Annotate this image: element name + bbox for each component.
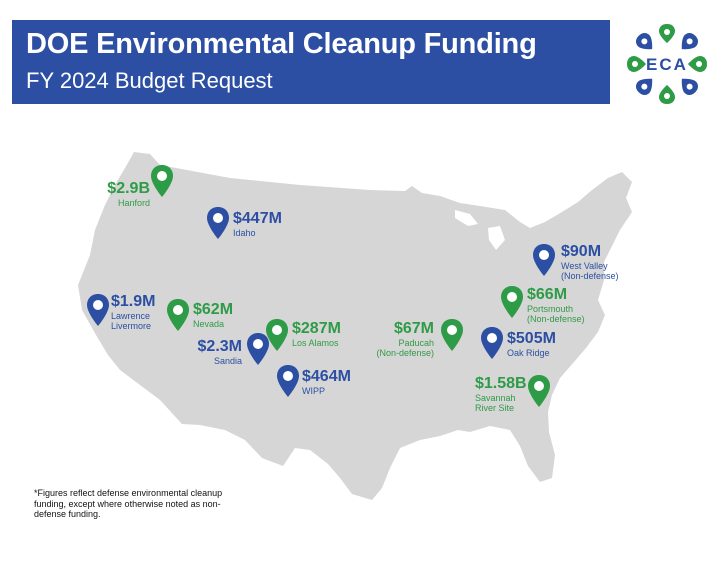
site-label-idaho: $447M Idaho [233, 210, 282, 238]
oak-ridge-pin-icon [481, 327, 503, 359]
west-valley-amount: $90M [561, 243, 602, 260]
wipp-name: WIPP [302, 386, 326, 396]
site-label-sandia: $2.3M Sandia [190, 338, 242, 366]
wipp-amount: $464M [302, 368, 351, 385]
oak-ridge-name: Oak Ridge [507, 348, 550, 358]
west-valley-name-line2: (Non-defense) [561, 271, 619, 281]
paducah-name-line1: Paducah [398, 338, 434, 348]
los-alamos-name: Los Alamos [292, 338, 339, 348]
savannah-river-name-line1: Savannah [475, 393, 516, 403]
los-alamos-pin-icon [266, 319, 288, 351]
portsmouth-amount: $66M [527, 286, 568, 303]
nevada-amount: $62M [193, 301, 234, 318]
idaho-amount: $447M [233, 210, 282, 227]
portsmouth-name-line1: Portsmouth [527, 304, 574, 314]
livermore-amount: $1.9M [111, 293, 156, 310]
hanford-pin-icon [151, 165, 173, 197]
site-label-portsmouth: $66M Portsmouth (Non-defense) [527, 286, 585, 324]
eca-logo: ECA [622, 22, 712, 106]
site-label-oak-ridge: $505M Oak Ridge [507, 330, 556, 358]
header-banner: DOE Environmental Cleanup Funding FY 202… [12, 20, 610, 104]
livermore-name-line2: Livermore [111, 321, 152, 331]
site-label-wipp: $464M WIPP [302, 368, 351, 396]
west-valley-pin-icon [533, 244, 555, 276]
west-valley-name-line1: West Valley [561, 261, 608, 271]
paducah-amount: $67M [393, 320, 434, 337]
site-label-savannah-river: $1.58B Savannah River Site [475, 375, 527, 413]
eca-logo-icon [627, 24, 707, 104]
savannah-river-pin-icon [528, 375, 550, 407]
us-map-shape [78, 152, 632, 500]
page-subtitle: FY 2024 Budget Request [26, 68, 273, 93]
site-label-hanford: $2.9B Hanford [100, 180, 150, 208]
savannah-river-name-line2: River Site [475, 403, 515, 413]
page-title: DOE Environmental Cleanup Funding [26, 28, 537, 60]
livermore-pin-icon [87, 294, 109, 326]
site-label-paducah: $67M Paducah (Non-defense) [366, 320, 434, 358]
sandia-name: Sandia [213, 356, 242, 366]
sandia-pin-icon [247, 333, 269, 365]
idaho-pin-icon [207, 207, 229, 239]
site-label-west-valley: $90M West Valley (Non-defense) [561, 243, 619, 281]
paducah-name-line2: (Non-defense) [376, 348, 434, 358]
savannah-river-amount: $1.58B [475, 375, 527, 392]
nevada-name: Nevada [193, 319, 225, 329]
site-label-nevada: $62M Nevada [193, 301, 233, 329]
oak-ridge-amount: $505M [507, 330, 556, 347]
wipp-pin-icon [277, 365, 299, 397]
site-label-livermore: $1.9M Lawrence Livermore [111, 293, 155, 331]
livermore-name-line1: Lawrence [111, 311, 151, 321]
hanford-amount: $2.9B [107, 180, 150, 197]
paducah-pin-icon [441, 319, 463, 351]
sandia-amount: $2.3M [197, 338, 242, 355]
footnote: *Figures reflect defense environmental c… [34, 488, 223, 519]
los-alamos-amount: $287M [292, 320, 341, 337]
logo-text: ECA [646, 55, 688, 74]
hanford-name: Hanford [117, 198, 150, 208]
portsmouth-pin-icon [501, 286, 523, 318]
nevada-pin-icon [167, 299, 189, 331]
site-label-los-alamos: $287M Los Alamos [292, 320, 341, 348]
idaho-name: Idaho [233, 228, 256, 238]
portsmouth-name-line2: (Non-defense) [527, 314, 585, 324]
